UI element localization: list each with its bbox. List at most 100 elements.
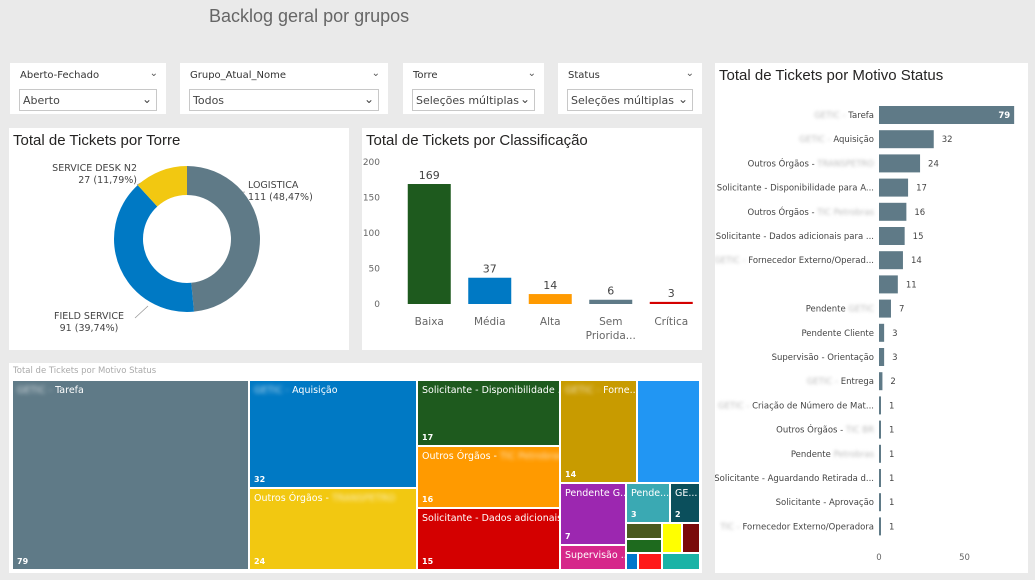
treemap-cell[interactable]: GETIC - Forne... 14 [560,380,637,483]
treemap-cell-value: 32 [254,475,266,484]
treemap-title: Total de Tickets por Motivo Status [13,366,157,376]
donut-slice[interactable] [187,166,260,312]
slice-value: 91 (39,74%) [59,323,119,334]
treemap-cell[interactable] [626,539,662,553]
slicer-label: Status [568,70,600,81]
slicer-dropdown[interactable]: Seleções múltiplas ⌄ [567,89,693,111]
slicer-torre[interactable]: Torre ⌄ Seleções múltiplas ⌄ [403,63,544,114]
y-category-label: Supervisão - Orientação [772,353,874,363]
treemap-cell[interactable] [682,523,700,553]
hbar-data-label: 16 [914,208,925,218]
bar[interactable] [589,299,633,304]
donut-slice[interactable] [137,166,187,207]
x-tick-label: Crítica [654,316,688,328]
slice-value: 27 (11,79%) [78,175,137,186]
hbar[interactable] [879,323,885,342]
hbar[interactable] [879,227,905,245]
treemap-cell-label: GETIC - Forne... [565,385,637,396]
hbar[interactable] [879,130,934,149]
chevron-down-icon[interactable]: ⌄ [371,68,380,79]
treemap-cell[interactable]: Outros Órgãos - TRANSPETRO 24 [249,488,417,570]
bar-data-label: 3 [668,287,675,300]
slicer-dropdown[interactable]: Aberto ⌄ [19,89,157,111]
hbar[interactable] [879,202,907,221]
slicer-label: Torre [413,70,438,81]
y-category-label: Outros Órgãos - TRANSPETRO [748,157,875,169]
slicer-dropdown[interactable]: Todos ⌄ [189,89,379,111]
treemap-cell[interactable] [626,523,662,539]
treemap-cell[interactable]: GETIC - Aquisição 32 [249,380,417,488]
bar[interactable] [649,301,693,304]
hbar-data-label: 1 [889,426,894,436]
slicer-status[interactable]: Status ⌄ Seleções múltiplas ⌄ [558,63,702,114]
chevron-down-icon: ⌄ [677,92,688,106]
slice-name: FIELD SERVICE [54,311,124,322]
y-category-label: GETIC - Entrega [807,377,874,387]
treemap-cell[interactable] [662,523,682,553]
treemap-cell-value: 15 [422,557,434,566]
donut-label-field-service: FIELD SERVICE 91 (39,74%) [49,311,129,335]
treemap: GETIC - Tarefa 79 GETIC - Aquisição 32 Outro… [12,380,700,570]
chevron-down-icon[interactable]: ⌄ [527,68,536,79]
chevron-down-icon[interactable]: ⌄ [685,68,694,79]
hbar-data-label: 1 [889,498,894,508]
page-title: Backlog geral por grupos [209,6,410,26]
slice-name: LOGISTICA [248,180,299,191]
y-tick-label: 200 [363,158,380,168]
hbar[interactable] [879,396,881,415]
hbar[interactable] [879,420,881,439]
bar[interactable] [528,294,572,304]
treemap-cell[interactable]: Solicitante - Dados adicionais... 15 [417,508,560,570]
hbar-data-label: 3 [892,353,897,363]
x-tick-label: Sem [599,316,622,328]
donut-slice[interactable] [114,185,194,312]
treemap-cell-value: 79 [17,557,29,566]
treemap-cell[interactable] [637,380,700,483]
treemap-cell-label: Pendente G... [565,488,626,499]
treemap-cell-value: 2 [675,510,681,519]
treemap-cell-label: Solicitante - Disponibilidade ... [422,385,560,396]
slicer-aberto-fechado[interactable]: Aberto-Fechado ⌄ Aberto ⌄ [10,63,166,114]
treemap-cell[interactable]: Outros Órgãos - TIC Petrobras 16 [417,446,560,508]
treemap-cell[interactable]: GETIC - Tarefa 79 [12,380,249,570]
treemap-cell[interactable]: Supervisão ... [560,545,626,570]
slicer-grupo-atual-nome[interactable]: Grupo_Atual_Nome ⌄ Todos ⌄ [180,63,388,114]
hbar[interactable] [879,469,881,487]
chevron-down-icon: ⌄ [363,92,374,106]
y-category-label: TIC - Fornecedor Externo/Operadora [719,522,874,532]
hbar[interactable] [879,178,909,197]
treemap-cell[interactable]: GE... 2 [670,483,700,523]
hbar-data-label: 1 [889,401,894,411]
treemap-cell[interactable] [626,553,638,570]
hbar[interactable] [879,154,921,173]
bar-data-label: 6 [607,285,614,298]
y-tick-label: 0 [374,300,380,310]
hbar[interactable] [879,372,883,391]
bar[interactable] [407,184,451,304]
treemap-cell[interactable] [638,553,662,570]
slicer-dropdown[interactable]: Seleções múltiplas ⌄ [412,89,535,111]
hbar[interactable] [879,517,881,536]
donut-label-service-desk: SERVICE DESK N2 27 (11,79%) [49,163,137,187]
y-tick-label: 100 [363,229,380,239]
y-category-label: Outros Órgãos - TIC Petrobras [747,206,874,218]
hbar[interactable] [879,275,898,294]
y-category-label: Solicitante - Aguardando Retirada d... [715,474,874,484]
hbar[interactable] [879,444,881,463]
y-tick-label: 50 [369,265,381,275]
treemap-cell[interactable]: Pendente G... 7 [560,483,626,545]
hbar-data-label: 2 [890,377,895,387]
chevron-down-icon[interactable]: ⌄ [149,68,158,79]
hbar[interactable] [879,493,881,512]
bar[interactable] [468,277,512,304]
treemap-cell[interactable] [662,553,700,570]
hbar[interactable] [879,299,891,318]
hbar[interactable] [879,251,903,270]
hbar[interactable] [879,348,885,366]
y-category-label: Solicitante - Dados adicionais para ... [716,232,874,242]
treemap-cell[interactable]: Solicitante - Disponibilidade ... 17 [417,380,560,446]
y-category-label: Pendente Cliente [801,329,874,339]
slicer-label: Aberto-Fechado [20,70,100,81]
treemap-cell[interactable]: Pende... 3 [626,483,670,523]
hbar[interactable] [879,106,1015,124]
